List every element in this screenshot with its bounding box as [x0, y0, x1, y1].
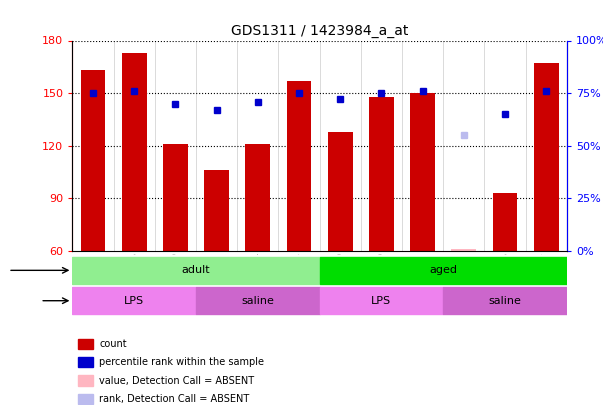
Bar	[122, 53, 147, 251]
Bar	[245, 144, 270, 251]
Title: GDS1311 / 1423984_a_at: GDS1311 / 1423984_a_at	[231, 24, 408, 38]
Bar	[452, 249, 476, 251]
Bar	[196, 287, 320, 314]
Bar	[286, 81, 311, 251]
Text: saline: saline	[488, 296, 522, 306]
Bar	[493, 193, 517, 251]
Bar	[443, 287, 567, 314]
Bar	[320, 287, 443, 314]
Bar	[320, 257, 567, 284]
Text: rank, Detection Call = ABSENT: rank, Detection Call = ABSENT	[99, 394, 250, 404]
Text: percentile rank within the sample: percentile rank within the sample	[99, 358, 265, 367]
Bar	[369, 97, 394, 251]
Text: LPS: LPS	[124, 296, 144, 306]
Text: adult: adult	[182, 265, 210, 275]
Bar	[72, 287, 196, 314]
Bar	[72, 257, 320, 284]
Text: saline: saline	[241, 296, 274, 306]
Bar	[81, 70, 106, 251]
Text: aged: aged	[429, 265, 457, 275]
Text: LPS: LPS	[371, 296, 391, 306]
Bar	[410, 93, 435, 251]
Bar	[204, 171, 229, 251]
Text: count: count	[99, 339, 127, 349]
Bar	[163, 144, 188, 251]
Bar	[534, 63, 558, 251]
Bar	[328, 132, 353, 251]
Text: value, Detection Call = ABSENT: value, Detection Call = ABSENT	[99, 376, 254, 386]
